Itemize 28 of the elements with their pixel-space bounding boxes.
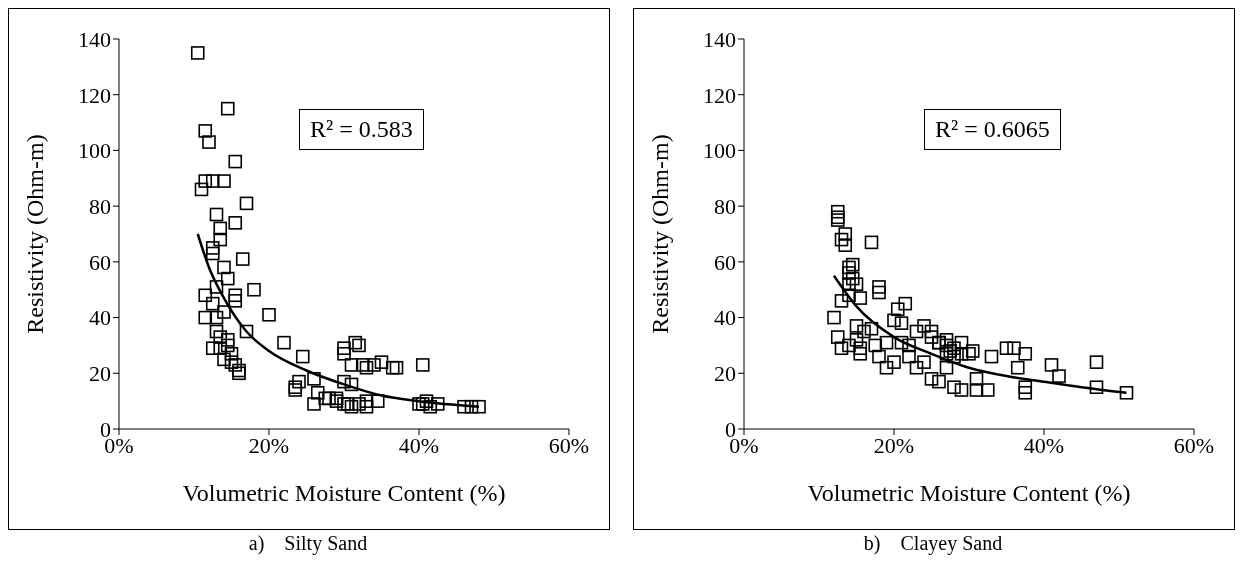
y-tick-label: 40 [714,305,736,331]
x-tick-label: 60% [1173,432,1215,458]
y-tick-label: 140 [703,26,736,52]
y-tick-label: 80 [714,193,736,219]
y-axis-title: Resistivity (Ohm-m) [646,134,673,334]
x-axis-title: Volumetric Moisture Content (%) [807,480,1131,506]
y-tick-label: 100 [703,138,736,164]
y-tick-label: 100 [78,138,111,164]
text: a) Silty Sand [247,532,369,555]
y-tick-label: 40 [89,305,111,331]
x-tick-label: 20% [248,432,290,458]
x-axis-title: Volumetric Moisture Content (%) [182,480,506,506]
x-tick-label: 60% [548,432,590,458]
text: b) Clayey Sand [862,532,1004,555]
y-tick-label: 140 [78,26,111,52]
x-tick-label: 40% [398,432,440,458]
y-axis-title: Resistivity (Ohm-m) [21,134,48,334]
annotation: R² = 0.6065 [924,109,1061,150]
x-tick-label: 40% [1023,432,1065,458]
y-tick-label: 60 [89,249,111,275]
y-tick-label: 120 [78,82,111,108]
y-tick-label: 80 [89,193,111,219]
y-tick-label: 60 [714,249,736,275]
y-tick-label: 20 [89,361,111,387]
y-tick-label: 20 [714,361,736,387]
y-tick-label: 120 [703,82,736,108]
x-tick-label: 20% [873,432,915,458]
annotation: R² = 0.583 [299,109,424,150]
